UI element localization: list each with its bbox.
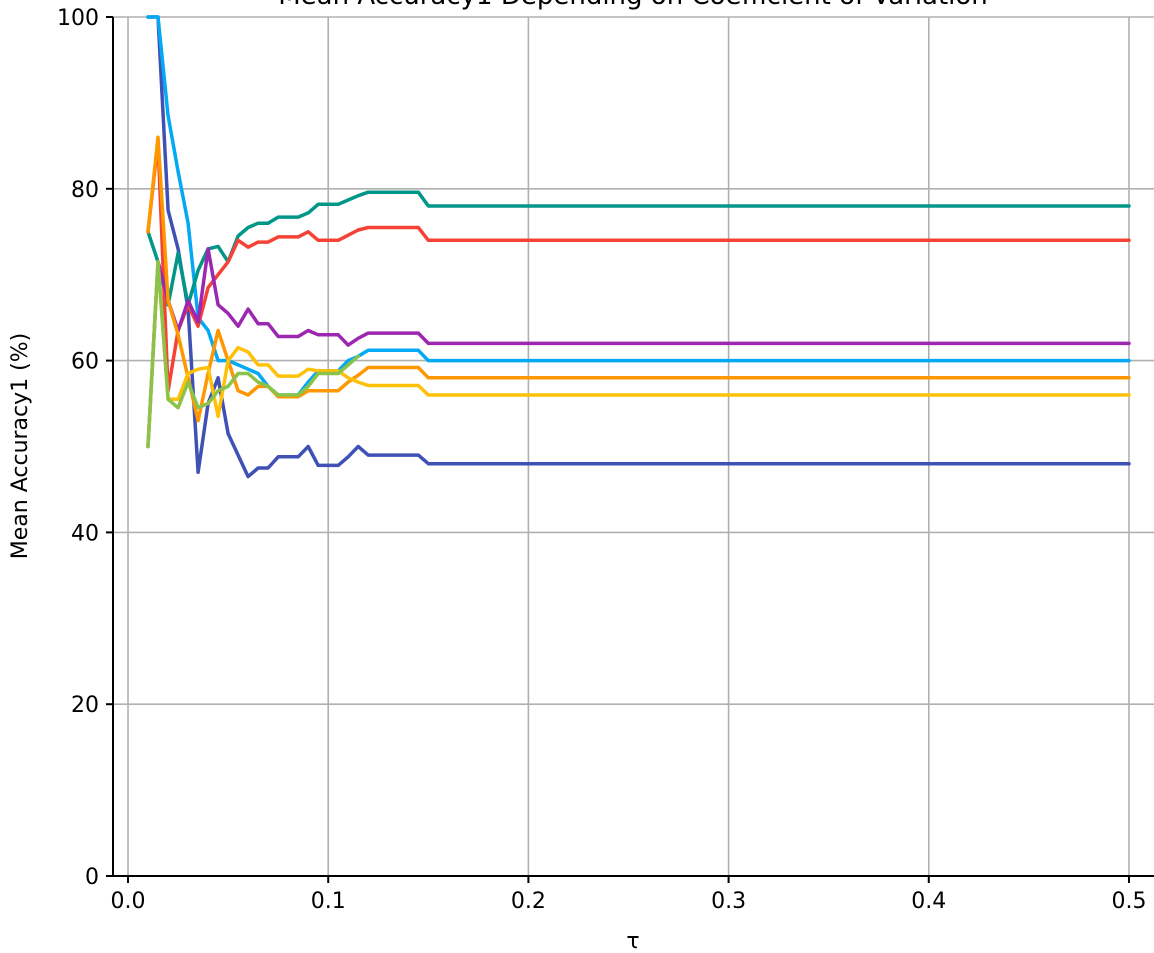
y-tick-label: 60: [71, 350, 99, 375]
series-line-1: [146, 15, 1131, 479]
series-line-3: [146, 190, 1131, 307]
series-line-4: [146, 139, 1131, 393]
chart-title: Mean Accuracy1 Depending on Coefficient …: [278, 0, 988, 11]
x-tick-label: 0.1: [311, 889, 346, 914]
series-layer: [146, 15, 1131, 479]
series-line-7: [146, 260, 1131, 449]
y-tick-label: 100: [57, 6, 99, 31]
x-tick-label: 0.0: [111, 889, 146, 914]
y-tick-label: 20: [71, 693, 99, 718]
series-line-8: [146, 260, 360, 449]
y-axis-label: Mean Accuracy1 (%): [8, 333, 33, 559]
x-tick-label: 0.4: [911, 889, 946, 914]
series-line-5: [146, 247, 1131, 449]
y-tick-label: 80: [71, 178, 99, 203]
y-tick-label: 40: [71, 521, 99, 546]
x-tick-label: 0.5: [1111, 889, 1146, 914]
x-axis-label: τ: [626, 929, 639, 953]
y-tick-label: 0: [85, 865, 99, 890]
series-line-6: [146, 135, 1131, 423]
x-tick-label: 0.2: [511, 889, 546, 914]
tick-layer: 0.0 0.1 0.2 0.3 0.4 0.5 0 20 40 60 80 100: [57, 6, 1146, 914]
axes-layer: [112, 17, 1154, 877]
x-tick-label: 0.3: [711, 889, 746, 914]
grid-layer: [113, 16, 1154, 877]
